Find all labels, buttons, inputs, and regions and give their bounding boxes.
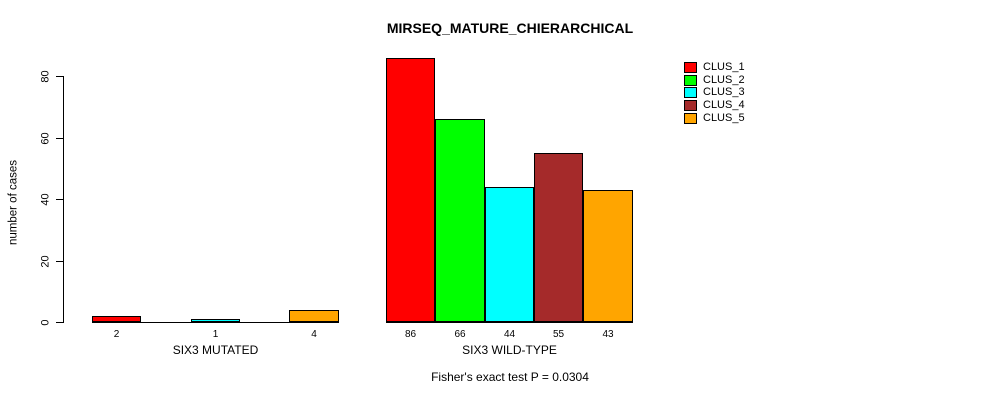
- bar-value-label: 4: [311, 329, 317, 340]
- y-tick-label: 80: [39, 70, 52, 83]
- stat-note: Fisher's exact test P = 0.0304: [431, 370, 589, 384]
- legend: CLUS_1 CLUS_2 CLUS_3 CLUS_4 CLUS_5: [684, 61, 745, 124]
- bar-clus_2: [435, 119, 485, 322]
- bar-clus_5: [289, 310, 339, 322]
- y-axis-line: [63, 76, 64, 323]
- bar-clus_1: [92, 316, 141, 322]
- bar-clus_5: [583, 190, 633, 322]
- bar-clus_3: [485, 187, 534, 322]
- legend-item: CLUS_2: [684, 74, 745, 87]
- bar-value-label: 86: [404, 329, 417, 340]
- y-tick: [56, 322, 63, 323]
- group-label: SIX3 MUTATED: [172, 343, 259, 357]
- legend-label: CLUS_1: [703, 60, 745, 73]
- legend-swatch-clus_3: [684, 87, 697, 99]
- legend-item: CLUS_5: [684, 112, 745, 125]
- y-tick: [56, 199, 63, 200]
- y-tick: [56, 261, 63, 262]
- legend-label: CLUS_5: [703, 111, 745, 124]
- bar-value-label: 43: [602, 329, 614, 340]
- y-tick: [56, 138, 63, 139]
- legend-swatch-clus_4: [684, 99, 697, 111]
- legend-item: CLUS_4: [684, 99, 745, 112]
- bar-value-label: 1: [212, 329, 219, 340]
- chart-title: MIRSEQ_MATURE_CHIERARCHICAL: [386, 20, 634, 36]
- legend-label: CLUS_3: [703, 86, 745, 99]
- legend-swatch-clus_1: [684, 61, 697, 73]
- y-tick-label: 40: [39, 193, 52, 206]
- bar-clus_4: [534, 153, 583, 322]
- x-baseline: [92, 322, 339, 323]
- bar-value-label: 2: [113, 329, 120, 340]
- x-baseline: [386, 322, 633, 323]
- bar-value-label: 55: [552, 329, 565, 340]
- legend-item: CLUS_1: [684, 61, 745, 74]
- legend-label: CLUS_2: [703, 73, 745, 86]
- legend-swatch-clus_2: [684, 74, 697, 86]
- y-tick-label: 0: [39, 319, 52, 326]
- y-tick-label: 20: [39, 255, 52, 268]
- y-tick: [56, 76, 63, 77]
- bar-clus_1: [386, 58, 435, 322]
- y-tick-label: 60: [39, 132, 52, 145]
- legend-label: CLUS_4: [703, 98, 745, 111]
- legend-item: CLUS_3: [684, 86, 745, 99]
- group-label: SIX3 WILD-TYPE: [462, 343, 557, 357]
- bar-clus_3: [191, 319, 240, 322]
- legend-swatch-clus_5: [684, 112, 697, 124]
- y-axis-title: number of cases: [7, 160, 20, 246]
- bar-value-label: 44: [503, 329, 516, 340]
- bar-value-label: 66: [454, 329, 466, 340]
